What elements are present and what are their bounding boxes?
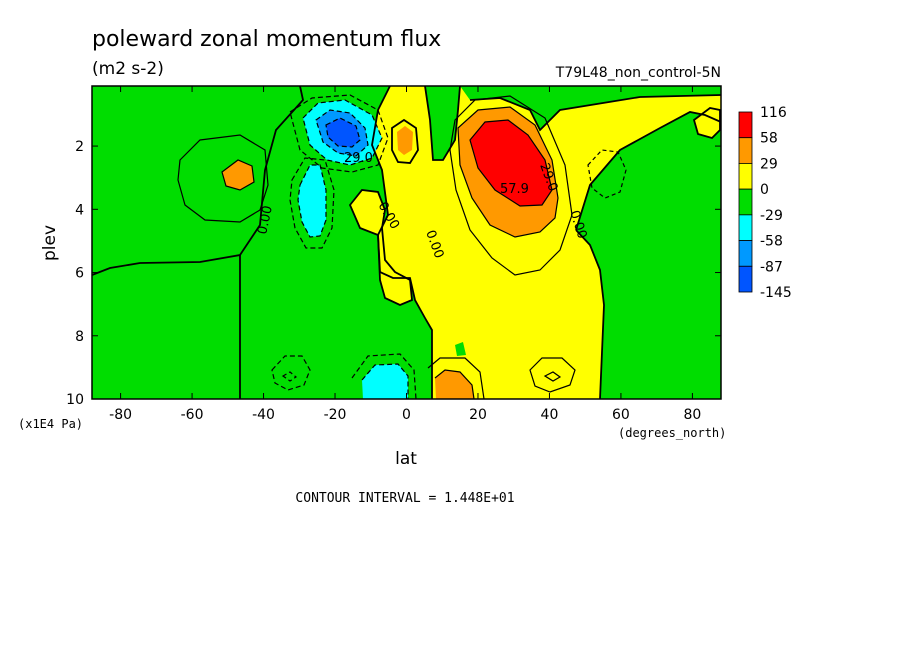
colorbar-swatch: [738, 265, 753, 293]
y-tick-label: 2: [75, 139, 84, 155]
fill-negative-low-west: [92, 86, 303, 275]
x-tick-label: 40: [541, 407, 559, 423]
fill-negative-low-east-small: [455, 342, 466, 356]
x-axis: -80 -60 -40 -20 0 20 40 60 80: [109, 86, 701, 423]
colorbar-swatch: [738, 240, 753, 267]
contour-lines: [92, 86, 721, 399]
colorbar-label: 0: [760, 182, 769, 198]
x-tick-label: 20: [469, 407, 487, 423]
y-axis: 2 4 6 8 10: [66, 139, 721, 408]
x-tick-label: 60: [612, 407, 630, 423]
y-tick-label: 8: [75, 329, 84, 345]
contour-interval-note: CONTOUR INTERVAL = 1.448E+01: [295, 491, 514, 506]
fill-negative-low-west-lower: [92, 255, 240, 399]
fill-negative-low-east: [576, 112, 721, 399]
chart-title: poleward zonal momentum flux: [92, 27, 441, 52]
x-axis-units: (degrees_north): [618, 426, 726, 440]
colorbar-label: -58: [760, 234, 783, 250]
colorbar-label: -87: [760, 259, 783, 275]
x-tick-label: 80: [683, 407, 701, 423]
colorbar-label: 116: [760, 105, 787, 121]
chart-units: (m2 s-2): [92, 59, 164, 79]
contour-label-57-9: 57.9: [500, 182, 529, 197]
fill-positive-high-core: [470, 120, 552, 206]
y-tick-label: 4: [75, 202, 84, 218]
fill-positive-mid-west: [222, 160, 254, 190]
x-tick-label: -80: [109, 407, 132, 423]
colorbar-label: -29: [760, 208, 783, 224]
y-tick-label: 10: [66, 392, 84, 408]
fill-negative-low-central: [240, 86, 432, 399]
colorbar-swatch: [738, 137, 753, 164]
fill-positive-low-island-center: [350, 190, 412, 305]
x-tick-label: 0: [402, 407, 411, 423]
fill-negative-mid-bottom: [362, 364, 408, 399]
fill-negative-mid-column: [298, 165, 326, 237]
x-axis-label: lat: [395, 449, 417, 469]
fill-negative-low-top-right: [460, 86, 721, 130]
colorbar-label: 58: [760, 131, 778, 147]
y-axis-label: plev: [40, 225, 60, 261]
contour-label-29-neg: 29.0: [344, 151, 373, 166]
colorbar-swatch: [738, 111, 753, 139]
colorbar-swatch: [738, 214, 753, 241]
fill-positive-mid-top: [397, 126, 413, 155]
colorbar-swatch: [738, 163, 753, 190]
fill-negative-low-top-center: [385, 86, 460, 160]
run-label: T79L48_non_control-5N: [555, 65, 721, 81]
plot-area: 29.0 29.0 57.9 0.00 0.00 0.00 0.00: [92, 86, 721, 399]
colorbar-label: 29: [760, 156, 778, 172]
colorbar-label: -145: [760, 285, 792, 301]
colorbar-swatch: [738, 188, 753, 216]
y-tick-label: 6: [75, 266, 84, 282]
fill-negative-max-core: [326, 118, 360, 147]
x-tick-label: -40: [252, 407, 275, 423]
contour-label-zero-west: 0.00: [255, 204, 276, 235]
colorbar: 116 58 29 0 -29 -58 -87 -145: [738, 105, 792, 301]
y-axis-units: (x1E4 Pa): [18, 417, 83, 431]
x-tick-label: -60: [181, 407, 204, 423]
x-tick-label: -20: [324, 407, 347, 423]
